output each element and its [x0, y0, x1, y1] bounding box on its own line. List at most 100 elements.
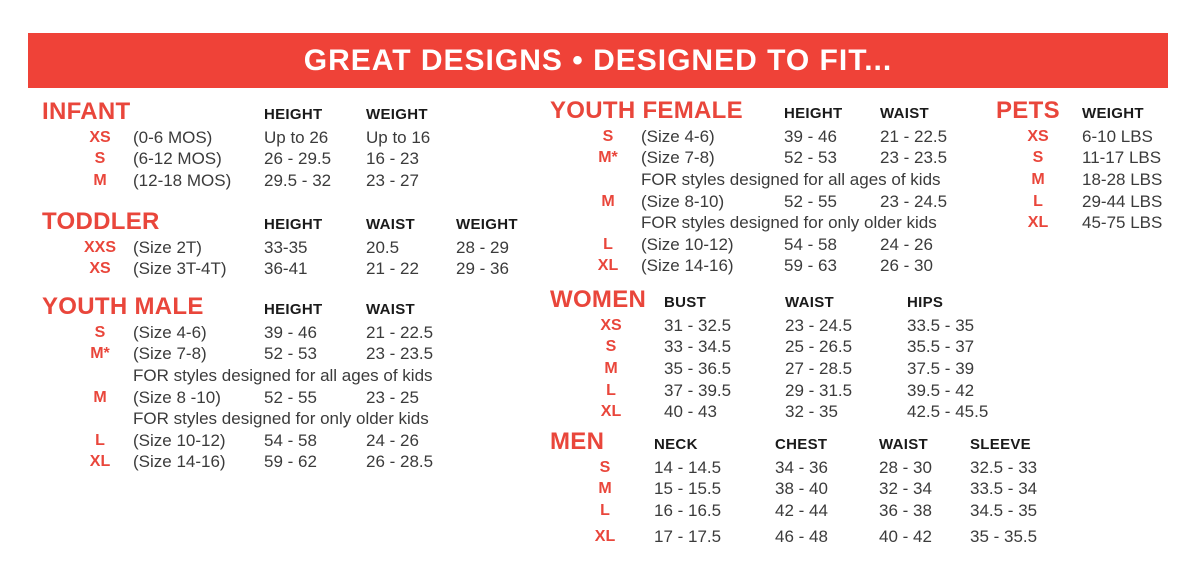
measure-value: 46 - 48 [775, 526, 828, 546]
table-row: S 11-17 LBS [996, 148, 1200, 170]
size-desc: (Size 4-6) [133, 322, 207, 342]
table-row: S (Size 4-6) 39 - 46 21 - 22.5 [550, 126, 998, 148]
section-header-row: YOUTH MALE HEIGHT WAIST [42, 293, 544, 322]
measure-value: 33.5 - 35 [907, 315, 975, 335]
size-desc: (12-18 MOS) [133, 170, 232, 190]
measure-value: 29.5 - 32 [264, 170, 332, 190]
table-row: XS (0-6 MOS) Up to 26 Up to 16 [42, 127, 544, 149]
column-header-waist: WAIST [879, 436, 928, 453]
note-text: FOR styles designed for all ages of kids [641, 169, 941, 189]
section-title-pets: PETS [996, 97, 1060, 124]
banner-title: GREAT DESIGNS • DESIGNED TO FIT... [303, 43, 893, 77]
column-header-weight: WEIGHT [366, 106, 428, 123]
size-desc: (Size 14-16) [641, 256, 734, 276]
measure-value: 52 - 55 [784, 191, 837, 211]
size-desc: (Size 14-16) [133, 452, 226, 472]
table-row: M 35 - 36.5 27 - 28.5 37.5 - 39 [550, 358, 1025, 380]
size-desc: (Size 7-8) [133, 344, 207, 364]
size-label: M [1031, 170, 1045, 188]
size-label: XL [597, 257, 619, 275]
size-label: M [598, 480, 612, 498]
column-header-height: HEIGHT [264, 216, 323, 233]
measure-value: 17 - 17.5 [654, 526, 722, 546]
measure-value: 32 - 35 [785, 402, 838, 422]
table-row: M 18-28 LBS [996, 169, 1200, 191]
column-header-bust: BUST [664, 294, 707, 311]
table-row: M* (Size 7-8) 52 - 53 23 - 23.5 [42, 344, 544, 366]
measure-value: 25 - 26.5 [785, 337, 853, 357]
size-label: XXS [83, 238, 116, 256]
measure-value: 34.5 - 35 [970, 500, 1038, 520]
table-row: L (Size 10-12) 54 - 58 24 - 26 [550, 234, 998, 256]
section-pets: PETS WEIGHT XS 6-10 LBS S 11-17 LBS M 18… [996, 97, 1200, 234]
measure-value: 36 - 38 [879, 500, 932, 520]
measure-value: 21 - 22 [366, 259, 419, 279]
measure-value: 59 - 63 [784, 256, 837, 276]
table-row: XL (Size 14-16) 59 - 62 26 - 28.5 [42, 452, 544, 474]
size-label: XS [600, 316, 622, 334]
measure-value: 45-75 LBS [1082, 213, 1163, 233]
measure-value: 11-17 LBS [1082, 148, 1162, 168]
measure-value: 16 - 16.5 [654, 500, 722, 520]
size-label: XL [89, 453, 111, 471]
table-row: XL 40 - 43 32 - 35 42.5 - 45.5 [550, 401, 1025, 423]
measure-value: 54 - 58 [264, 430, 317, 450]
size-label: L [1033, 192, 1043, 210]
size-desc: (Size 3T-4T) [133, 259, 227, 279]
table-row: XXS (Size 2T) 33-35 20.5 28 - 29 [42, 237, 544, 259]
measure-value: 26 - 29.5 [264, 149, 332, 169]
size-label: L [600, 501, 610, 519]
size-label: XL [1027, 214, 1049, 232]
column-header-chest: CHEST [775, 436, 828, 453]
note-row: FOR styles designed for only older kids [550, 212, 998, 234]
size-label: XS [1027, 127, 1049, 145]
table-row: XS 6-10 LBS [996, 126, 1200, 148]
size-label: L [95, 431, 105, 449]
section-header-row: TODDLER HEIGHT WAIST WEIGHT [42, 208, 544, 237]
measure-value: 42 - 44 [775, 500, 828, 520]
note-text: FOR styles designed for only older kids [641, 213, 937, 233]
table-row: XL (Size 14-16) 59 - 63 26 - 30 [550, 256, 998, 278]
measure-value: 33.5 - 34 [970, 479, 1038, 499]
table-row: M (12-18 MOS) 29.5 - 32 23 - 27 [42, 170, 544, 192]
banner: GREAT DESIGNS • DESIGNED TO FIT... [28, 33, 1168, 88]
size-desc: (Size 10-12) [641, 234, 734, 254]
measure-value: 23 - 25 [366, 387, 419, 407]
measure-value: 6-10 LBS [1082, 126, 1153, 146]
measure-value: 23 - 23.5 [366, 344, 434, 364]
measure-value: 29 - 36 [456, 259, 509, 279]
measure-value: 21 - 22.5 [880, 126, 948, 146]
table-row: S (6-12 MOS) 26 - 29.5 16 - 23 [42, 149, 544, 171]
measure-value: 20.5 [366, 237, 400, 257]
section-infant: INFANT HEIGHT WEIGHT XS (0-6 MOS) Up to … [42, 98, 544, 192]
measure-value: 59 - 62 [264, 452, 317, 472]
measure-value: 29-44 LBS [1082, 191, 1163, 211]
table-row: M (Size 8-10) 52 - 55 23 - 24.5 [550, 191, 998, 213]
column-header-waist: WAIST [880, 105, 929, 122]
measure-value: 37.5 - 39 [907, 358, 975, 378]
measure-value: 31 - 32.5 [664, 315, 732, 335]
measure-value: 52 - 53 [784, 148, 837, 168]
size-label: S [599, 458, 611, 476]
table-row: M 15 - 15.5 38 - 40 32 - 34 33.5 - 34 [550, 479, 1078, 501]
size-label: XS [89, 128, 111, 146]
measure-value: 24 - 26 [880, 234, 933, 254]
table-row: L 29-44 LBS [996, 191, 1200, 213]
size-label: M [601, 192, 615, 210]
size-desc: (Size 4-6) [641, 126, 715, 146]
table-row: XL 17 - 17.5 46 - 48 40 - 42 35 - 35.5 [550, 526, 1078, 548]
column-header-height: HEIGHT [264, 301, 323, 318]
measure-value: Up to 16 [366, 127, 431, 147]
size-desc: (Size 2T) [133, 237, 202, 257]
size-label: M [93, 388, 107, 406]
measure-value: 35 - 36.5 [664, 358, 732, 378]
measure-value: 52 - 55 [264, 387, 317, 407]
section-men: MEN NECK CHEST WAIST SLEEVE S 14 - 14.5 … [550, 428, 1078, 547]
section-title-youth-male: YOUTH MALE [42, 293, 204, 320]
measure-value: 37 - 39.5 [664, 380, 732, 400]
section-header-row: PETS WEIGHT [996, 97, 1200, 126]
table-row: M (Size 8 -10) 52 - 55 23 - 25 [42, 387, 544, 409]
measure-value: 40 - 42 [879, 526, 932, 546]
note-text: FOR styles designed for all ages of kids [133, 365, 433, 385]
